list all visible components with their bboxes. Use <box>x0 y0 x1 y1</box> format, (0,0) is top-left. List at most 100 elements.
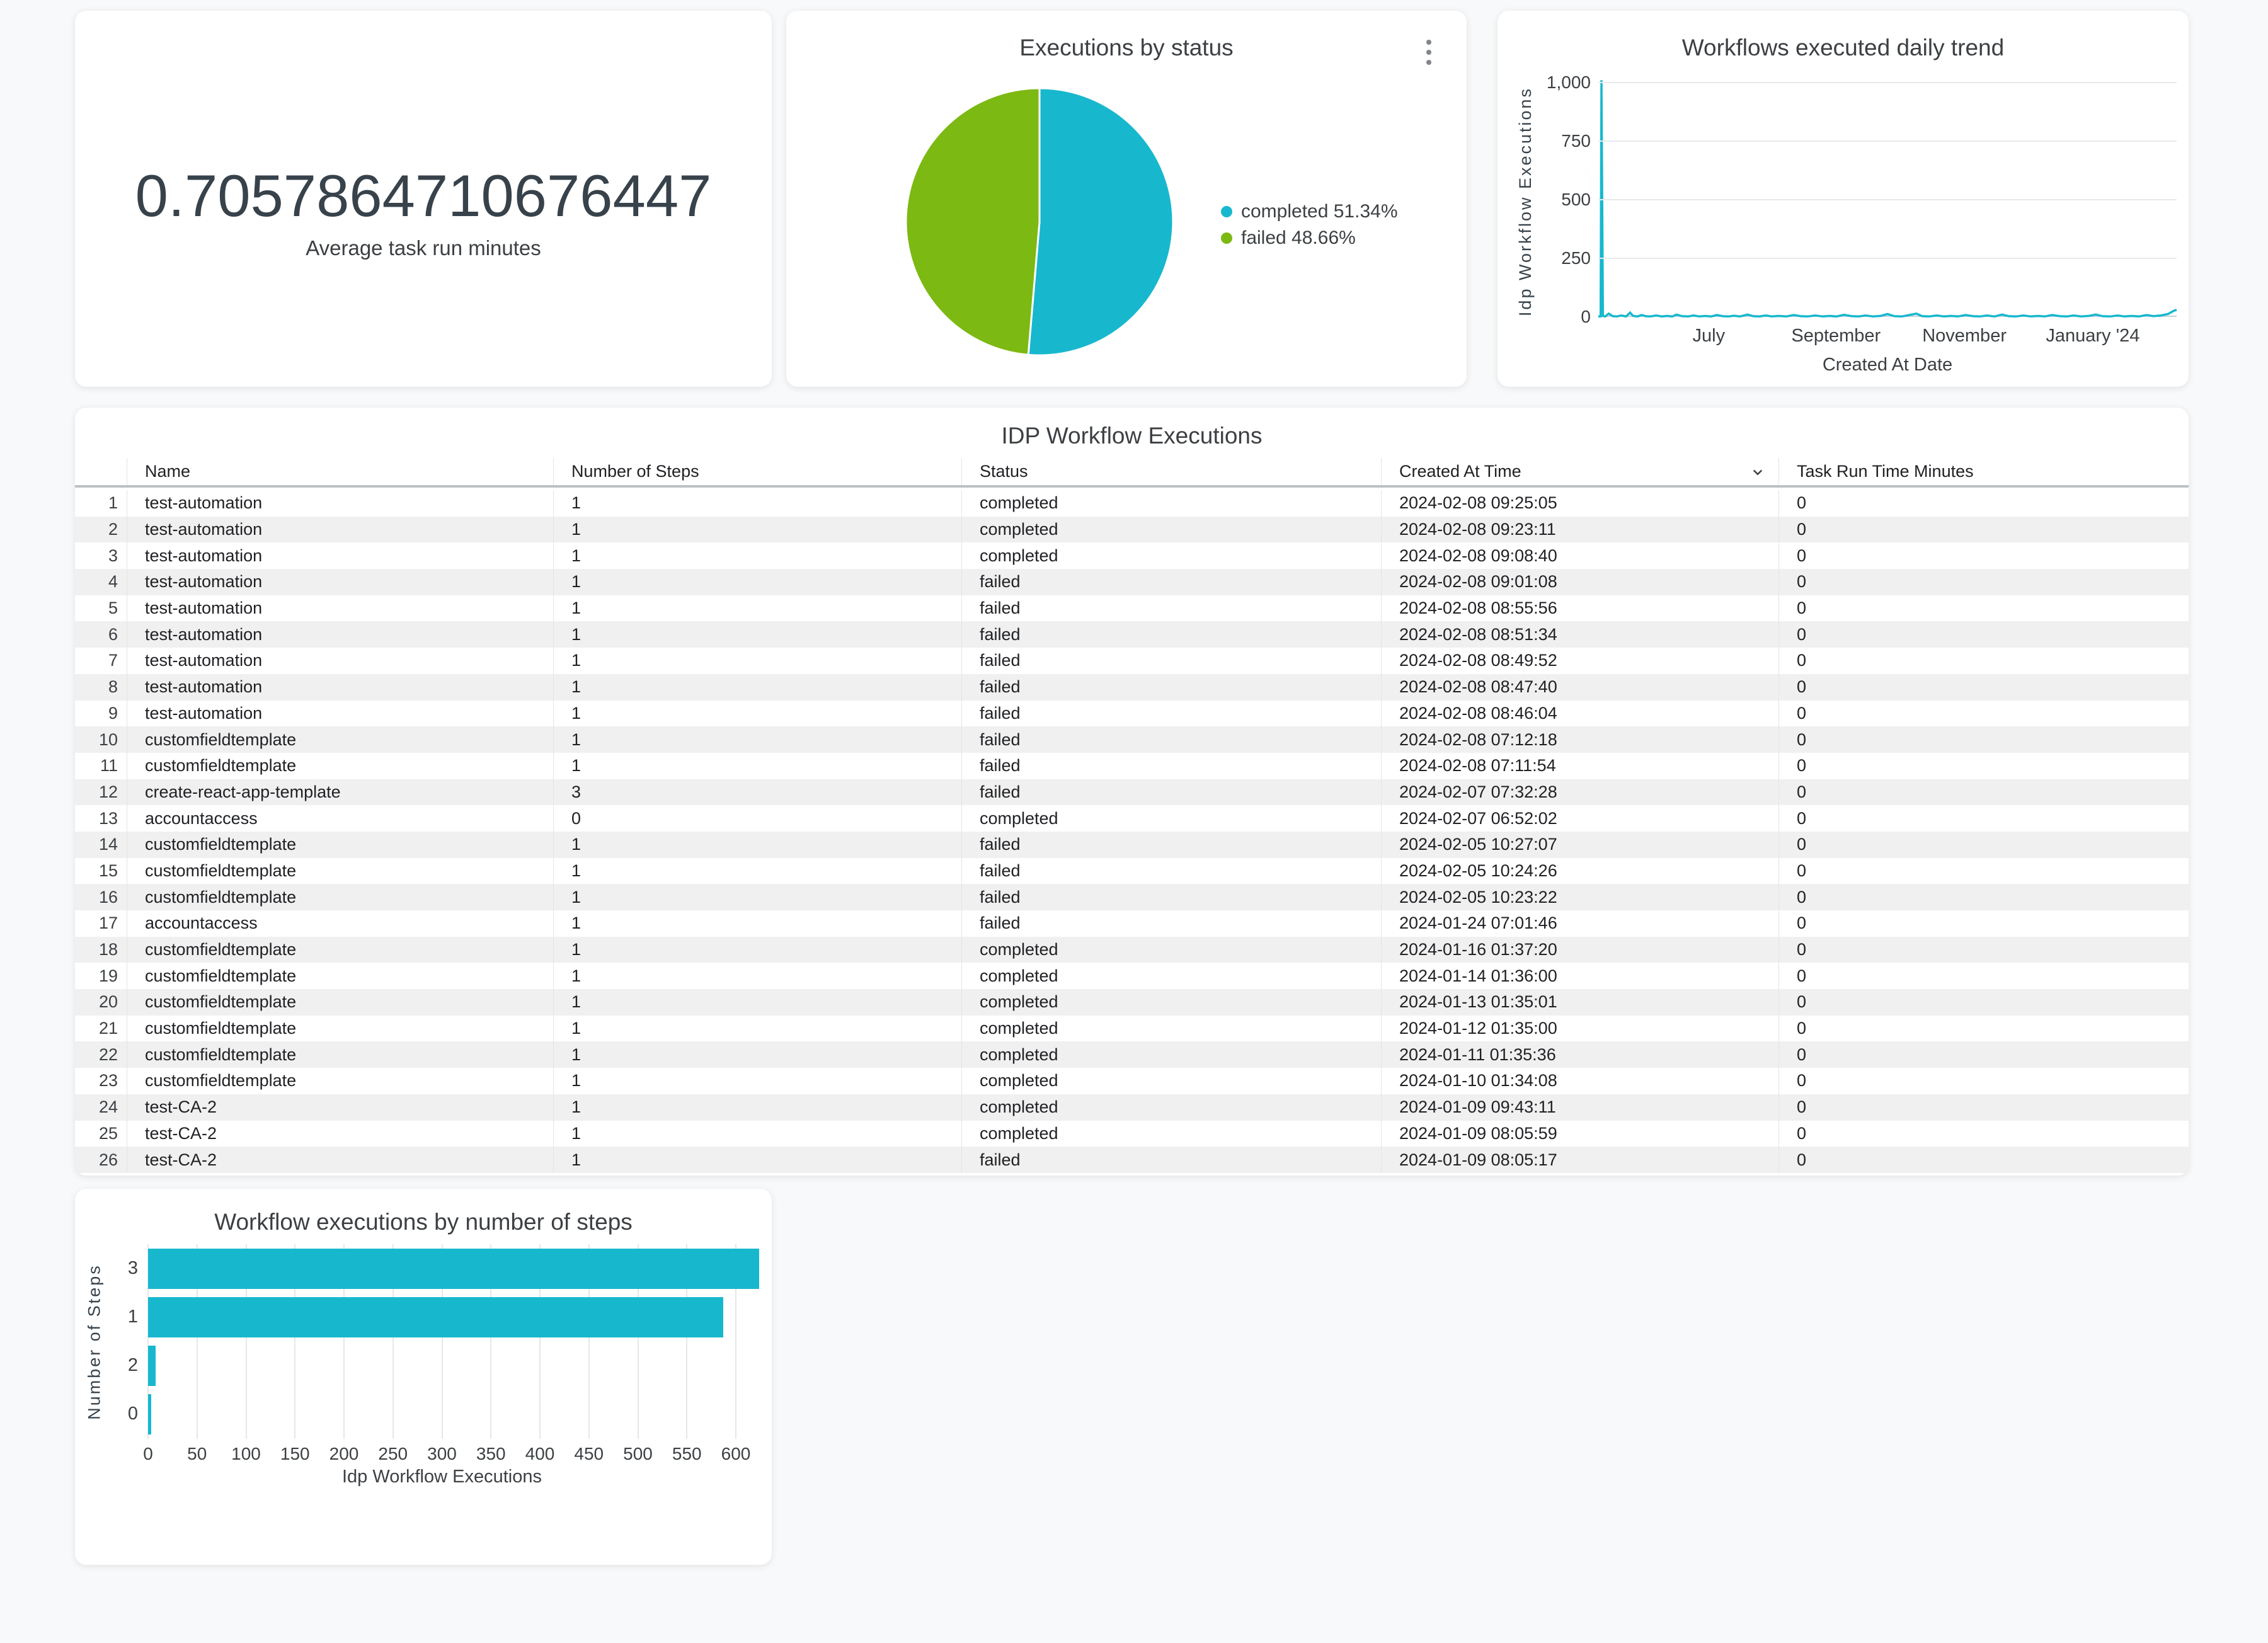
table-row[interactable]: 4 test-automation 1 failed 2024-02-08 09:01:… <box>75 569 2189 595</box>
column-header-number-of-steps[interactable]: Number of Steps <box>554 458 962 485</box>
table-row[interactable]: 20 customfieldtemplate 1 completed 2024-01-1… <box>75 989 2189 1016</box>
table-row[interactable]: 16 customfieldtemplate 1 failed 2024-02-05 1… <box>75 884 2189 910</box>
legend-label-failed: failed 48.66% <box>1241 227 1356 248</box>
table-cell: 0 <box>1797 887 1807 907</box>
table-cell: 0 <box>1797 913 1807 933</box>
table-cell: 2024-01-16 01:37:20 <box>1382 936 1779 963</box>
table-cell: 7 <box>75 648 127 674</box>
chevron-down-icon[interactable] <box>1748 462 1767 481</box>
pie-chart[interactable] <box>786 11 1467 387</box>
table-row[interactable]: 17 accountaccess 1 failed 2024-01-24 07:01:4… <box>75 910 2189 937</box>
table-row[interactable]: 7 test-automation 1 failed 2024-02-08 08:49:… <box>75 648 2189 674</box>
table-cell: 2024-02-08 07:11:54 <box>1382 752 1779 779</box>
gridline <box>245 1244 247 1439</box>
table-row[interactable]: 25 test-CA-2 1 completed 2024-01-09 08:05:59… <box>75 1120 2189 1147</box>
table-row[interactable]: 26 test-CA-2 1 failed 2024-01-09 08:05:17 0 <box>75 1147 2189 1173</box>
table-row[interactable]: 11 customfieldtemplate 1 failed 2024-02-08 0… <box>75 752 2189 779</box>
table-cell: 1 <box>554 726 962 753</box>
table-cell: completed <box>962 516 1382 543</box>
bar-chart-plot-area[interactable] <box>147 1244 762 1439</box>
table-row[interactable]: 12 create-react-app-template 3 failed 2024-0… <box>75 779 2189 806</box>
table-cell: create-react-app-template <box>127 779 554 806</box>
bar-chart-title: Workflow executions by number of steps <box>214 1209 633 1235</box>
table-row[interactable]: 13 accountaccess 0 completed 2024-02-07 06:5… <box>75 805 2189 832</box>
table-cell: completed <box>962 1068 1382 1094</box>
gridline <box>735 1244 736 1439</box>
table-row[interactable]: 8 test-automation 1 failed 2024-02-08 08:47:… <box>75 673 2189 701</box>
gridline <box>441 1244 443 1439</box>
table-cell: completed <box>962 542 1382 570</box>
gridline <box>1598 199 2177 200</box>
x-tick-label: 250 <box>378 1444 408 1463</box>
column-header-name[interactable]: Name <box>127 458 554 485</box>
kebab-menu-icon[interactable] <box>1416 32 1441 72</box>
column-header-row-number <box>75 458 127 485</box>
gridline <box>637 1244 639 1439</box>
table-row[interactable]: 5 test-automation 1 failed 2024-02-08 08:55:… <box>75 595 2189 622</box>
table-row[interactable]: 6 test-automation 1 failed 2024-02-08 08:51:… <box>75 621 2189 648</box>
table-cell: 15 <box>75 857 127 884</box>
table-row[interactable]: 14 customfieldtemplate 1 failed 2024-02-05 1… <box>75 831 2189 858</box>
gridline <box>294 1244 296 1439</box>
column-header-status[interactable]: Status <box>962 458 1382 485</box>
table-cell: 2024-01-14 01:36:00 <box>1382 963 1779 990</box>
x-tick-label: September <box>1791 326 1881 346</box>
column-header-created-at-time[interactable]: Created At Time <box>1382 458 1779 485</box>
table-cell: customfieldtemplate <box>127 936 554 963</box>
pie-slice-failed[interactable] <box>905 87 1041 356</box>
y-category-label: 3 <box>127 1257 138 1278</box>
table-row[interactable]: 22 customfieldtemplate 1 completed 2024-01-1… <box>75 1041 2189 1068</box>
table-row[interactable]: 24 test-CA-2 1 completed 2024-01-09 09:43:11… <box>75 1094 2189 1121</box>
table-cell: 2024-02-05 10:24:26 <box>1382 857 1779 884</box>
x-tick-label: January '24 <box>2046 326 2140 346</box>
table-cell: 0 <box>1797 1071 1807 1091</box>
table-cell: 1 <box>554 648 962 674</box>
table-cell: 0 <box>1797 703 1807 723</box>
line-chart-plot-area[interactable] <box>1598 80 2177 318</box>
line-chart-title: Workflows executed daily trend <box>1681 35 2005 60</box>
pie-chart-title: Executions by status <box>1019 35 1234 60</box>
table-cell: 0 <box>1797 940 1807 959</box>
table-row[interactable]: 19 customfieldtemplate 1 completed 2024-01-1… <box>75 963 2189 990</box>
table-cell: 2024-02-08 08:49:52 <box>1382 648 1779 674</box>
gridline <box>196 1244 198 1439</box>
table-row[interactable]: 15 customfieldtemplate 1 failed 2024-02-05 1… <box>75 857 2189 884</box>
table-cell: completed <box>962 805 1382 832</box>
table-cell: 0 <box>1797 1019 1807 1038</box>
table-cell: test-automation <box>127 700 554 727</box>
y-tick-label: 0 <box>1581 307 1591 326</box>
y-category-label: 2 <box>127 1355 138 1376</box>
table-cell: 2024-01-24 07:01:46 <box>1382 910 1779 937</box>
table-row[interactable]: 10 customfieldtemplate 1 failed 2024-02-08 0… <box>75 726 2189 753</box>
table-row[interactable]: 18 customfieldtemplate 1 completed 2024-01-1… <box>75 936 2189 963</box>
bar-steps-0[interactable] <box>148 1394 151 1435</box>
table-cell: test-automation <box>127 490 554 517</box>
table-cell: completed <box>962 1015 1382 1042</box>
table-cell: 0 <box>1797 493 1807 513</box>
bar-chart-x-axis-title: Idp Workflow Executions <box>342 1467 542 1487</box>
table-row[interactable]: 2 test-automation 1 completed 2024-02-08 09:… <box>75 516 2189 543</box>
table-cell: 3 <box>554 779 962 806</box>
table-row[interactable]: 1 test-automation 1 completed 2024-02-08 09:… <box>75 490 2189 517</box>
table-cell: completed <box>962 490 1382 517</box>
bar-steps-2[interactable] <box>148 1346 156 1387</box>
table-row[interactable]: 23 customfieldtemplate 1 completed 2024-01-1… <box>75 1068 2189 1094</box>
table-cell: 2024-02-07 07:32:28 <box>1382 779 1779 806</box>
x-tick-label: 500 <box>623 1444 653 1463</box>
bar-steps-1[interactable] <box>148 1297 723 1337</box>
table-row[interactable]: 9 test-automation 1 failed 2024-02-08 08:46:… <box>75 700 2189 727</box>
table-cell: 1 <box>554 1147 962 1173</box>
table-cell: 2024-02-08 07:12:18 <box>1382 726 1779 753</box>
table-cell: 0 <box>1797 756 1807 776</box>
table-cell: 2024-01-13 01:35:01 <box>1382 989 1779 1016</box>
x-tick-label: 150 <box>280 1444 310 1463</box>
column-header-task-run-time-minutes[interactable]: Task Run Time Minutes <box>1797 462 1974 481</box>
y-tick-label: 1,000 <box>1546 72 1591 92</box>
pie-slice-completed[interactable] <box>1027 87 1174 357</box>
table-cell: 2024-01-09 08:05:17 <box>1382 1147 1779 1173</box>
table-cell: 0 <box>1797 572 1807 592</box>
table-row[interactable]: 21 customfieldtemplate 1 completed 2024-01-1… <box>75 1015 2189 1042</box>
table-row[interactable]: 3 test-automation 1 completed 2024-02-08 09:… <box>75 542 2189 570</box>
y-category-label: 0 <box>127 1404 138 1424</box>
bar-steps-3[interactable] <box>148 1248 760 1289</box>
